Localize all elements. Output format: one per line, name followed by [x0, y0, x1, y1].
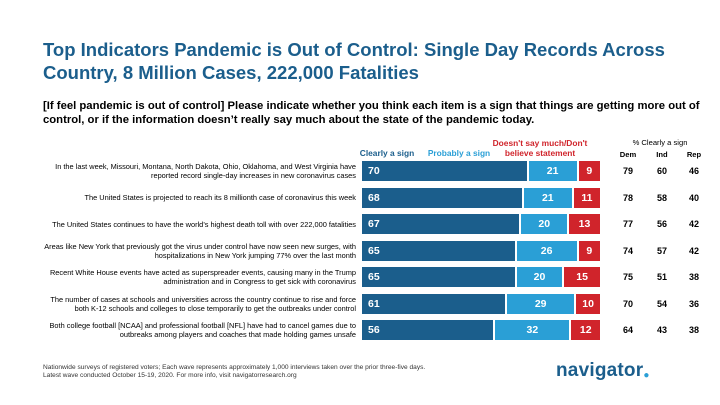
bar-probably: 32: [495, 320, 570, 340]
chart-subtitle: [If feel pandemic is out of control] Ple…: [43, 100, 700, 126]
party-value-ind: 60: [656, 166, 667, 176]
party-value-dem: 78: [622, 192, 633, 203]
party-value-dem: 70: [622, 298, 633, 309]
bar-clearly: 70: [362, 161, 527, 181]
bar-clearly: 56: [362, 320, 494, 340]
party-value-dem: 64: [622, 325, 633, 335]
party-value-rep: 38: [688, 325, 699, 335]
party-value-ind: 58: [656, 192, 667, 203]
party-value-dem: 75: [622, 272, 633, 282]
party-value-rep: 40: [688, 192, 699, 203]
bar-probably: 21: [523, 187, 572, 208]
party-value-ind: 43: [656, 325, 667, 335]
category-label: The United States continues to have the …: [52, 219, 356, 229]
party-header-ind: Ind: [656, 150, 668, 159]
navigator-logo: navigator●: [556, 360, 650, 382]
legend-doesnt: Doesn't say much/Don't believe statement: [492, 138, 588, 158]
bar-probably: 21: [528, 161, 577, 181]
bar-probably: 20: [521, 214, 568, 234]
party-value-rep: 42: [688, 245, 699, 256]
party-value-dem: 79: [622, 166, 633, 176]
party-value-rep: 42: [688, 219, 699, 229]
bar-doesnt: 9: [578, 161, 600, 181]
footnote-line-2: Latest wave conducted October 15-19, 202…: [43, 372, 297, 379]
bar-probably: 20: [516, 267, 563, 287]
party-header-rep: Rep: [686, 150, 702, 159]
bar-doesnt: 12: [571, 320, 600, 340]
party-value-dem: 77: [622, 219, 633, 229]
bar-clearly: 68: [362, 187, 522, 208]
bar-clearly: 65: [362, 240, 515, 261]
category-label: Both college football [NCAA] and profess…: [49, 321, 357, 339]
category-label: Areas like New York that previously got …: [44, 241, 356, 260]
party-value-rep: 36: [688, 298, 699, 309]
party-value-rep: 46: [688, 166, 699, 176]
category-label: Recent White House events have acted as …: [49, 268, 356, 286]
bar-probably: 29: [507, 293, 575, 314]
chart-title: Top Indicators Pandemic is Out of Contro…: [43, 39, 665, 83]
category-label: The United States is projected to reach …: [84, 193, 356, 202]
party-value-dem: 74: [622, 245, 633, 256]
bar-clearly: 65: [362, 267, 515, 287]
legend-clearly: Clearly a sign: [359, 148, 415, 158]
bar-doesnt: 9: [578, 240, 600, 261]
party-value-ind: 51: [656, 272, 667, 282]
logo-text: navigator: [556, 360, 644, 381]
bar-doesnt: 10: [576, 293, 600, 314]
party-value-ind: 57: [656, 245, 667, 256]
bar-clearly: 61: [362, 293, 506, 314]
footnote-line-1: Nationwide surveys of registered voters;…: [43, 364, 426, 371]
category-label: The number of cases at schools and unive…: [50, 294, 356, 313]
category-label: In the last week, Missouri, Montana, Nor…: [55, 162, 356, 180]
footnote: Nationwide surveys of registered voters;…: [43, 364, 563, 380]
party-header-dem: Dem: [619, 150, 637, 159]
bar-clearly: 67: [362, 214, 520, 234]
party-value-rep: 38: [688, 272, 699, 282]
party-value-ind: 56: [656, 219, 667, 229]
pct-clearly-header: % Clearly a sign: [632, 138, 688, 147]
bar-doesnt: 15: [564, 267, 600, 287]
bar-doesnt: 11: [573, 187, 600, 208]
logo-dot-icon: ●: [643, 370, 650, 381]
bar-probably: 26: [516, 240, 577, 261]
legend-probably: Probably a sign: [427, 148, 491, 158]
bar-doesnt: 13: [569, 214, 600, 234]
party-value-ind: 54: [656, 298, 667, 309]
